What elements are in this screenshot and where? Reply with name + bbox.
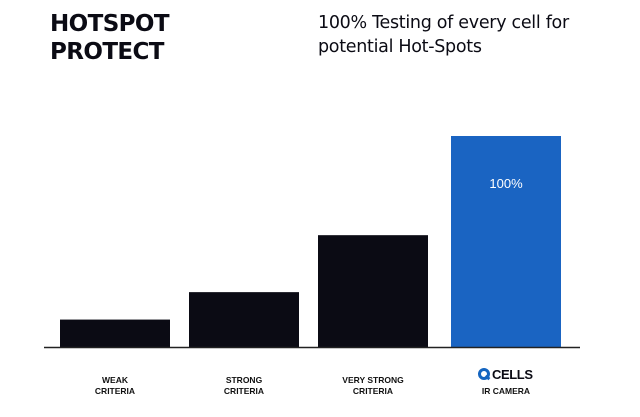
bar-ir-camera [451,136,561,347]
chart-title-line-1: HOTSPOT [50,11,170,37]
category-label-weak: WEAK CRITERIA [60,375,170,397]
category-label-line: VERY STRONG [342,375,404,385]
chart-title-line-2: PROTECT [50,39,164,65]
chart-title: HOTSPOT PROTECT [50,10,170,66]
category-label-line: CRITERIA [94,386,136,396]
chart-subtitle-line-2: potential Hot-Spots [318,37,482,57]
chart-subtitle-line-1: 100% Testing of every cell for [318,13,569,33]
category-label-line: STRONG [225,375,263,385]
logo-text: CELLS [492,366,533,382]
category-label-line: CRITERIA [352,386,394,396]
category-label-line: CRITERIA [223,386,265,396]
bar-weak-criteria [60,319,170,347]
category-label-very-strong: VERY STRONG CRITERIA [318,375,428,397]
q-logo-icon [478,368,490,380]
category-label-strong: STRONG CRITERIA [189,375,299,397]
data-label: 100% [489,176,523,191]
bar-group [60,136,561,347]
bar-strong-criteria [189,292,299,347]
qcells-logo: CELLS [478,366,538,382]
category-label-ir-camera: IR CAMERA [451,386,561,397]
bar-very-strong-criteria [318,235,428,347]
category-label-line: WEAK [102,375,128,385]
category-label-line: IR CAMERA [481,386,531,396]
data-label-group: 100% [489,176,523,191]
chart-subtitle: 100% Testing of every cell for potential… [318,11,569,59]
